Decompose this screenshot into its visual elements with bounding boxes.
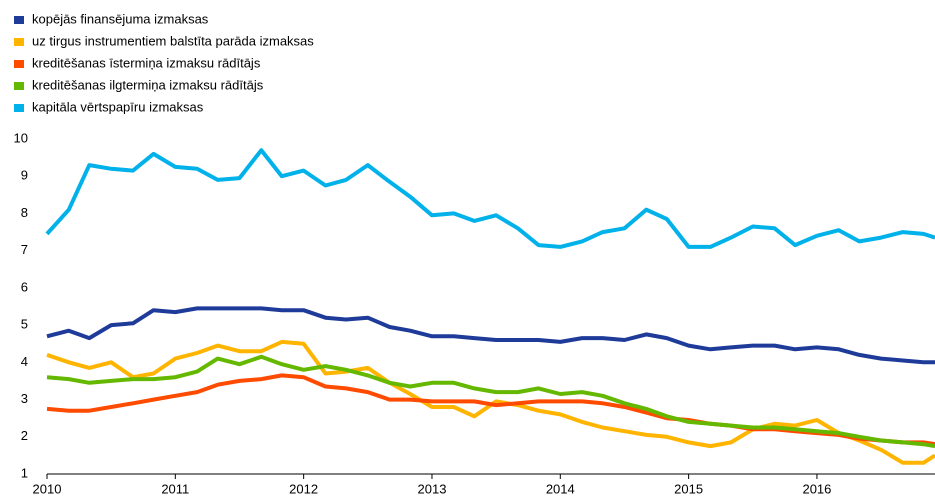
y-tick-label: 6 — [21, 279, 28, 294]
series-line — [46, 339, 935, 465]
y-tick-label: 3 — [21, 391, 28, 406]
y-tick-label: 2 — [21, 428, 28, 443]
legend-swatch — [14, 82, 24, 90]
legend-label: kapitāla vērtspapīru izmaksas — [32, 99, 204, 114]
series-line — [45, 148, 935, 249]
y-tick-label: 8 — [21, 205, 28, 220]
x-tick-label: 2011 — [161, 481, 189, 496]
legend-swatch — [14, 104, 24, 112]
y-tick-label: 5 — [21, 317, 28, 332]
legend-label: uz tirgus instrumentiem balstīta parāda … — [32, 33, 314, 48]
y-tick-label: 10 — [14, 130, 28, 145]
y-tick-label: 9 — [21, 168, 28, 183]
legend-swatch — [14, 60, 24, 68]
x-tick-label: 2010 — [33, 481, 62, 496]
legend-label: kreditēšanas īstermiņa izmaksu rādītājs — [32, 55, 261, 70]
legend-swatch — [14, 16, 24, 24]
legend-label: kreditēšanas ilgtermiņa izmaksu rādītājs — [32, 77, 264, 92]
legend-swatch — [14, 38, 24, 46]
x-tick-label: 2014 — [546, 481, 575, 496]
x-tick-label: 2016 — [802, 481, 831, 496]
series-line — [46, 354, 935, 449]
x-tick-label: 2015 — [674, 481, 703, 496]
y-tick-label: 4 — [21, 354, 28, 369]
x-tick-label: 2013 — [418, 481, 447, 496]
x-tick-label: 2012 — [289, 481, 318, 496]
legend-label: kopējās finansējuma izmaksas — [32, 11, 209, 26]
series-line — [46, 373, 935, 447]
y-tick-label: 1 — [21, 465, 28, 480]
y-tick-label: 7 — [21, 242, 28, 257]
series-line — [46, 306, 935, 365]
